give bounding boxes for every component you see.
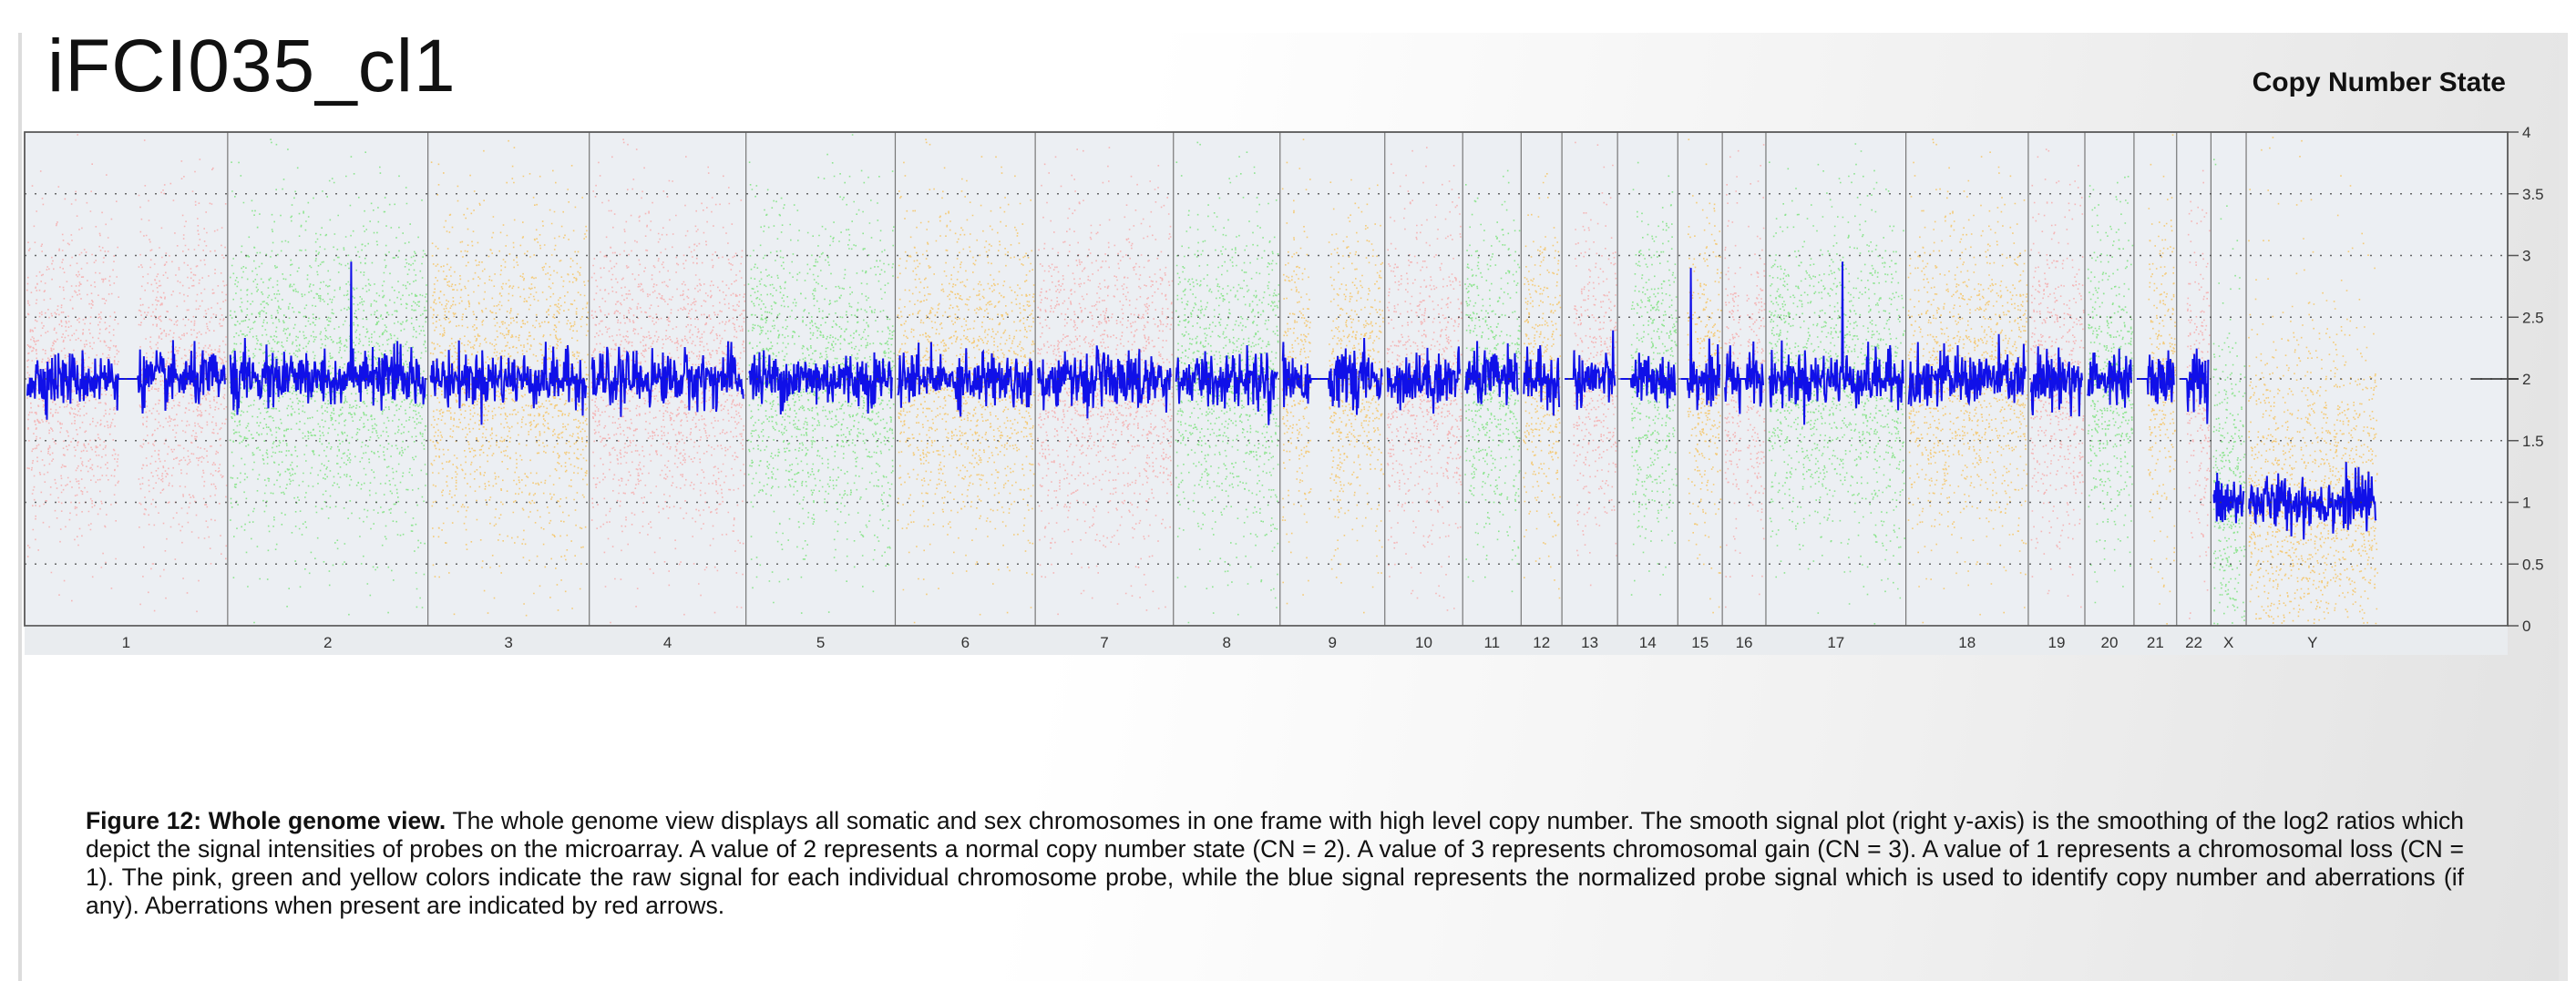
chromosome-12: 12 bbox=[1520, 132, 1562, 651]
x-tick-label: 6 bbox=[961, 634, 970, 651]
x-tick-label: 19 bbox=[2048, 634, 2066, 651]
smooth-signal-21 bbox=[2136, 350, 2175, 404]
x-tick-label: 17 bbox=[1827, 634, 1844, 651]
x-tick-label: 22 bbox=[2185, 634, 2202, 651]
x-tick-label: 9 bbox=[1329, 634, 1337, 651]
x-tick-label: 8 bbox=[1223, 634, 1231, 651]
x-tick-label: 2 bbox=[323, 634, 332, 651]
y-tick-label: 1.5 bbox=[2522, 433, 2544, 450]
caption-label: Figure 12: Whole genome view. bbox=[86, 807, 446, 834]
raw-probe-signal-11 bbox=[1464, 169, 1521, 593]
smooth-signal-13 bbox=[1565, 330, 1616, 410]
chromosome-Y: Y bbox=[2245, 132, 2378, 651]
x-tick-label: 20 bbox=[2101, 634, 2119, 651]
chromosome-4: 4 bbox=[589, 132, 746, 651]
chromosome-15: 15 bbox=[1677, 132, 1722, 651]
smooth-signal-3 bbox=[429, 340, 588, 425]
y-tick-label: 2.5 bbox=[2522, 309, 2544, 326]
smooth-signal-X bbox=[2212, 472, 2245, 524]
smooth-signal-22 bbox=[2179, 348, 2210, 424]
smooth-signal-4 bbox=[590, 341, 744, 417]
whole-genome-chart: 1 2 3 4 5 6 7 8 9 10 11 12 13 14 15 16 17 18 19 20 21 22 X Y00.… bbox=[24, 124, 2544, 655]
smooth-signal-2 bbox=[229, 261, 426, 415]
chromosome-2: 2 bbox=[227, 132, 428, 651]
slide-left-rule bbox=[18, 33, 22, 981]
smooth-signal-10 bbox=[1386, 346, 1462, 414]
chromosome-9: 9 bbox=[1279, 132, 1385, 651]
slide-right-rule bbox=[2559, 33, 2568, 981]
x-tick-label: 21 bbox=[2147, 634, 2164, 651]
y-tick-label: 3.5 bbox=[2522, 186, 2544, 203]
y-tick-label: 1 bbox=[2522, 495, 2530, 512]
plot-border bbox=[24, 131, 2509, 627]
chromosome-3: 3 bbox=[427, 132, 590, 651]
x-tick-label: 14 bbox=[1639, 634, 1657, 651]
x-label-band bbox=[25, 626, 2508, 655]
chromosome-7: 7 bbox=[1034, 132, 1174, 651]
x-tick-label: 7 bbox=[1100, 634, 1108, 651]
smooth-signal-18 bbox=[1907, 333, 2027, 407]
raw-probe-signal-16 bbox=[1724, 144, 1766, 608]
raw-probe-signal-Y bbox=[2248, 137, 2378, 625]
chromosome-8: 8 bbox=[1173, 132, 1280, 651]
sample-title: iFCI035_cl1 bbox=[47, 25, 457, 107]
raw-probe-signal-1 bbox=[26, 134, 228, 613]
chromosome-20: 20 bbox=[2084, 132, 2134, 651]
raw-probe-signal-9 bbox=[1281, 138, 1385, 614]
smooth-signal-11 bbox=[1464, 341, 1519, 405]
y-tick-label: 4 bbox=[2522, 124, 2530, 141]
smooth-signal-16 bbox=[1724, 341, 1764, 414]
figure-caption: Figure 12: Whole genome view. The whole … bbox=[86, 807, 2464, 920]
x-tick-label: 3 bbox=[504, 634, 512, 651]
smooth-signal-Y bbox=[2248, 462, 2377, 540]
smooth-signal-6 bbox=[897, 342, 1033, 417]
caption-text: The whole genome view displays all somat… bbox=[86, 807, 2464, 919]
raw-probe-signal-15 bbox=[1687, 138, 1722, 614]
chromosome-6: 6 bbox=[894, 132, 1035, 651]
x-tick-label: Y bbox=[2307, 634, 2317, 651]
x-tick-label: 16 bbox=[1736, 634, 1753, 651]
y-tick-label: 0.5 bbox=[2522, 556, 2544, 573]
x-tick-label: 1 bbox=[122, 634, 130, 651]
chromosome-16: 16 bbox=[1721, 132, 1766, 651]
chromosome-18: 18 bbox=[1905, 132, 2028, 651]
chromosome-21: 21 bbox=[2133, 132, 2177, 651]
chromosome-13: 13 bbox=[1561, 132, 1617, 651]
chromosome-22: 22 bbox=[2176, 132, 2211, 651]
x-tick-label: 10 bbox=[1415, 634, 1432, 651]
chromosome-17: 17 bbox=[1765, 132, 1906, 651]
x-tick-label: X bbox=[2223, 634, 2233, 651]
smooth-signal-8 bbox=[1175, 344, 1278, 425]
raw-probe-signal-10 bbox=[1386, 147, 1462, 611]
x-tick-label: 13 bbox=[1581, 634, 1598, 651]
chromosome-19: 19 bbox=[2027, 132, 2085, 651]
chromosome-11: 11 bbox=[1462, 132, 1521, 651]
smooth-signal-7 bbox=[1037, 345, 1172, 419]
smooth-signal-5 bbox=[748, 350, 894, 415]
smooth-signal-19 bbox=[2029, 346, 2083, 417]
x-tick-label: 15 bbox=[1691, 634, 1709, 651]
copy-number-state-title: Copy Number State bbox=[2252, 67, 2506, 97]
raw-probe-signal-7 bbox=[1037, 147, 1174, 616]
smooth-signal-9 bbox=[1281, 337, 1383, 415]
y-tick-label: 3 bbox=[2522, 248, 2530, 265]
smooth-signal-12 bbox=[1523, 344, 1561, 416]
y-tick-label: 2 bbox=[2522, 371, 2530, 388]
chromosome-5: 5 bbox=[745, 132, 895, 651]
raw-probe-signal-19 bbox=[2030, 148, 2085, 608]
x-tick-label: 18 bbox=[1958, 634, 1976, 651]
smooth-signal-20 bbox=[2087, 348, 2132, 408]
x-tick-label: 11 bbox=[1483, 634, 1500, 651]
smooth-signal-15 bbox=[1680, 268, 1721, 411]
x-tick-label: 12 bbox=[1533, 634, 1550, 651]
x-tick-label: 4 bbox=[663, 634, 672, 651]
x-tick-label: 5 bbox=[816, 634, 825, 651]
raw-probe-signal-14 bbox=[1630, 161, 1678, 596]
smooth-signal-17 bbox=[1768, 261, 1904, 425]
raw-probe-signal-3 bbox=[429, 139, 590, 617]
chromosome-10: 10 bbox=[1384, 132, 1462, 651]
y-tick-label: 0 bbox=[2522, 618, 2530, 635]
